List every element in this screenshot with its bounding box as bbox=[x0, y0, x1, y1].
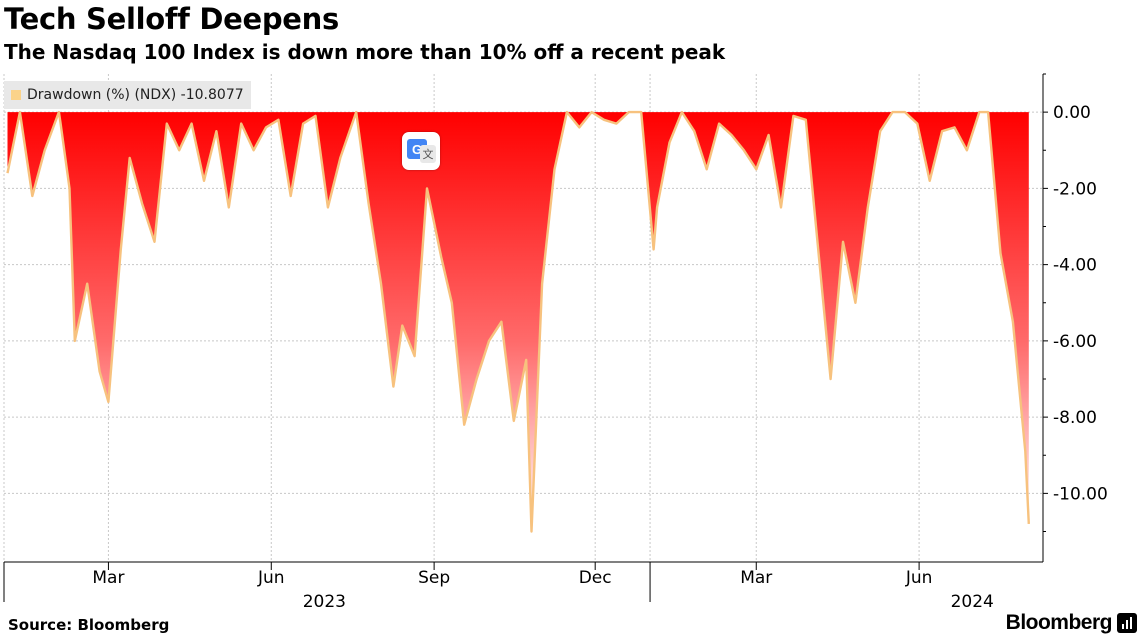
x-tick-label: Dec bbox=[579, 568, 612, 588]
x-tick-label: Sep bbox=[418, 568, 450, 588]
axes: 0.00 -2.00 -4.00 -6.00 -8.00 -10.00 Mar Jun Sep D… bbox=[3, 73, 1108, 610]
y-tick-label: -6.00 bbox=[1053, 332, 1097, 352]
legend: Drawdown (%) (NDX) -10.8077 bbox=[4, 81, 251, 109]
legend-label: Drawdown (%) (NDX) -10.8077 bbox=[27, 87, 244, 103]
x-tick-label: Mar bbox=[740, 568, 772, 588]
y-tick-label: -2.00 bbox=[1053, 179, 1097, 199]
y-tick-label: -8.00 bbox=[1053, 408, 1097, 428]
source-note: Source: Bloomberg bbox=[8, 616, 170, 634]
x-tick-label: Jun bbox=[905, 568, 933, 588]
x-year-label: 2023 bbox=[303, 592, 346, 610]
y-tick-label: -4.00 bbox=[1053, 256, 1097, 276]
y-tick-label: -10.00 bbox=[1053, 484, 1108, 504]
brand-wordmark: Bloomberg bbox=[1005, 611, 1113, 634]
y-tick-label: 0.00 bbox=[1053, 103, 1091, 123]
x-tick-label: Mar bbox=[92, 568, 124, 588]
drawdown-chart: 0.00 -2.00 -4.00 -6.00 -8.00 -10.00 Mar Jun Sep D… bbox=[3, 73, 1108, 610]
google-translate-icon[interactable]: G 文 bbox=[402, 132, 440, 170]
legend-swatch bbox=[11, 90, 21, 100]
chart-subtitle: The Nasdaq 100 Index is down more than 1… bbox=[4, 40, 726, 64]
drawdown-line bbox=[6, 110, 1030, 533]
drawdown-area bbox=[7, 112, 1029, 532]
translate-lang-glyph: 文 bbox=[420, 145, 436, 163]
bloomberg-chart-icon bbox=[1117, 613, 1137, 633]
x-year-label: 2024 bbox=[951, 592, 994, 610]
bloomberg-logo: Bloomberg bbox=[1006, 611, 1137, 635]
x-tick-label: Jun bbox=[257, 568, 285, 588]
chart-title: Tech Selloff Deepens bbox=[4, 2, 339, 36]
